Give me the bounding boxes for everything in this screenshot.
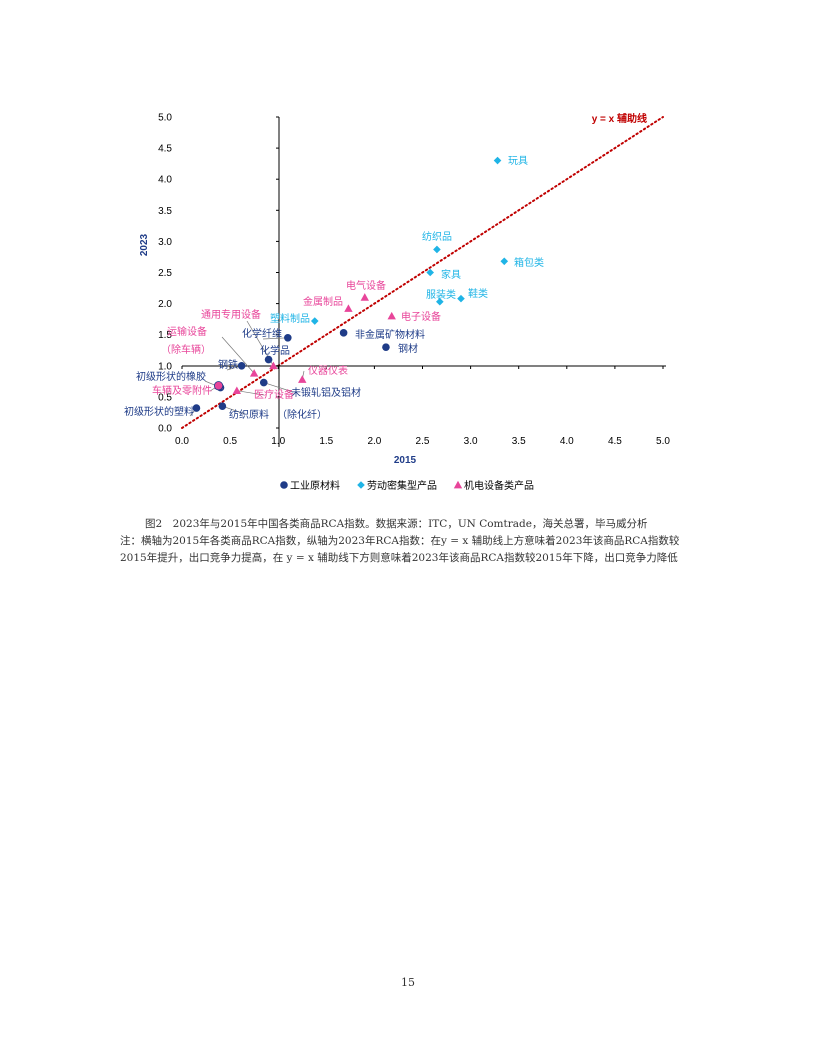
point-label: 未锻轧铝及铝材: [291, 386, 361, 399]
x-tick-label: 1.5: [319, 436, 333, 447]
data-point: [269, 361, 278, 370]
axes-group: 0.0 0.5 1.0 1.5 2.0 2.5 3.0 3.5 4.0 4.5 5.0 0.0 0.5 1…: [139, 113, 670, 467]
data-point: [436, 297, 444, 306]
data-point: [284, 334, 292, 342]
data-point: [344, 304, 353, 312]
y-tick-label: 0.0: [158, 424, 172, 435]
point-label: 初级形状的橡胶: [136, 370, 206, 383]
data-point: [218, 402, 227, 411]
point-label: 电气设备: [346, 279, 386, 292]
point-label: 箱包类: [514, 256, 544, 269]
data-point: [249, 369, 259, 377]
point-label: 初级形状的塑料: [124, 405, 194, 418]
legend-label: 工业原材料: [290, 479, 340, 492]
point-label: 非金属矿物材料: [355, 328, 425, 341]
x-tick-label: 5.0: [656, 436, 670, 447]
rca-scatter-chart: y = x 辅助线 0.0 0.5 1.0 1.5 2.0 2.5 3.0 3.5 4.0 4.5…: [124, 112, 670, 492]
x-tick-label: 4.0: [560, 436, 574, 447]
leader-line: [263, 382, 294, 393]
legend-marker: [453, 480, 463, 489]
x-tick-label: 0.0: [175, 436, 189, 447]
point-label: （除车辆）: [161, 343, 211, 356]
point-label: （除化纤）: [277, 408, 327, 421]
data-point: [259, 378, 268, 387]
data-point: [192, 404, 201, 412]
y-tick-label: 3.5: [158, 206, 172, 217]
x-tick-label: 3.5: [512, 436, 526, 447]
data-point: [457, 294, 465, 303]
data-point: [360, 293, 369, 301]
point-label: 纺织原料: [229, 408, 269, 421]
figure-caption-note: 注：横轴为2015年各类商品RCA指数，纵轴为2023年RCA指数：在y = x…: [120, 535, 680, 564]
page-number: 15: [401, 976, 415, 989]
data-point: [298, 375, 307, 383]
data-point: [382, 343, 390, 351]
leader-line: [222, 405, 246, 415]
point-label: 通用专用设备: [201, 308, 261, 321]
y-tick-label: 1.5: [158, 330, 172, 341]
data-point: [433, 245, 441, 254]
legend-label: 机电设备类产品: [464, 479, 534, 492]
legend-marker: [280, 481, 288, 489]
data-point: [232, 386, 242, 395]
point-label: 鞋类: [468, 287, 488, 300]
x-axis-title: 2015: [394, 455, 417, 466]
legend: 工业原材料 劳动密集型产品 机电设备类产品: [280, 479, 534, 492]
y-axis-title: 2023: [139, 233, 150, 256]
data-point: [213, 381, 224, 391]
data-point: [264, 355, 273, 364]
reference-line-label: y = x 辅助线: [592, 112, 647, 125]
y-tick-label: 2.5: [158, 268, 172, 279]
point-label: 纺织品: [422, 230, 452, 243]
legend-marker: [357, 481, 365, 489]
y-tick-label: 3.0: [158, 237, 172, 248]
reference-line-y-equals-x: [181, 116, 664, 429]
point-label: 化学纤维: [242, 327, 282, 340]
data-point: [310, 317, 319, 325]
y-tick-label: 4.0: [158, 175, 172, 186]
data-point: [237, 362, 246, 370]
legend-label: 劳动密集型产品: [367, 479, 437, 492]
x-tick-label: 3.0: [464, 436, 478, 447]
point-label: 钢材: [398, 342, 418, 355]
y-tick-label: 5.0: [158, 113, 172, 124]
x-tick-label: 4.5: [608, 436, 622, 447]
reference-line-group: y = x 辅助线: [181, 112, 664, 429]
data-point: [339, 329, 348, 337]
leader-line: [262, 337, 288, 340]
data-point: [426, 268, 434, 277]
x-tick-label: 0.5: [223, 436, 237, 447]
point-label: 化学品: [260, 344, 290, 357]
point-label: 家具: [441, 268, 461, 281]
point-label: 服装类: [426, 288, 456, 301]
leader-line: [236, 390, 265, 396]
point-label: 仪器仪表: [308, 364, 348, 377]
point-label: 钢铁: [218, 358, 238, 371]
point-label: 运输设备: [167, 325, 207, 338]
data-point: [387, 311, 396, 320]
y-tick-label: 4.5: [158, 144, 172, 155]
point-label: 车辆及零附件: [152, 384, 212, 397]
x-tick-label: 2.0: [367, 436, 381, 447]
x-tick-label: 1.0: [271, 436, 285, 447]
point-label: 塑料制品: [270, 312, 310, 325]
leader-line: [221, 336, 255, 374]
point-label: 玩具: [508, 155, 528, 167]
y-tick-label: 0.5: [158, 392, 172, 403]
data-point: [500, 257, 509, 266]
point-label: 电子设备: [401, 310, 441, 323]
figure-caption-title: 图2 2023年与2015年中国各类商品RCA指数。数据来源：ITC，UN Co…: [145, 518, 648, 530]
data-point: [493, 156, 502, 165]
point-label: 金属制品: [303, 295, 343, 308]
y-tick-label: 2.0: [158, 299, 172, 310]
data-points-group: [192, 156, 509, 412]
point-label: 医疗设备: [254, 388, 294, 401]
y-tick-label: 1.0: [158, 361, 172, 372]
leader-lines-group: [189, 320, 305, 417]
x-tick-label: 2.5: [416, 436, 430, 447]
